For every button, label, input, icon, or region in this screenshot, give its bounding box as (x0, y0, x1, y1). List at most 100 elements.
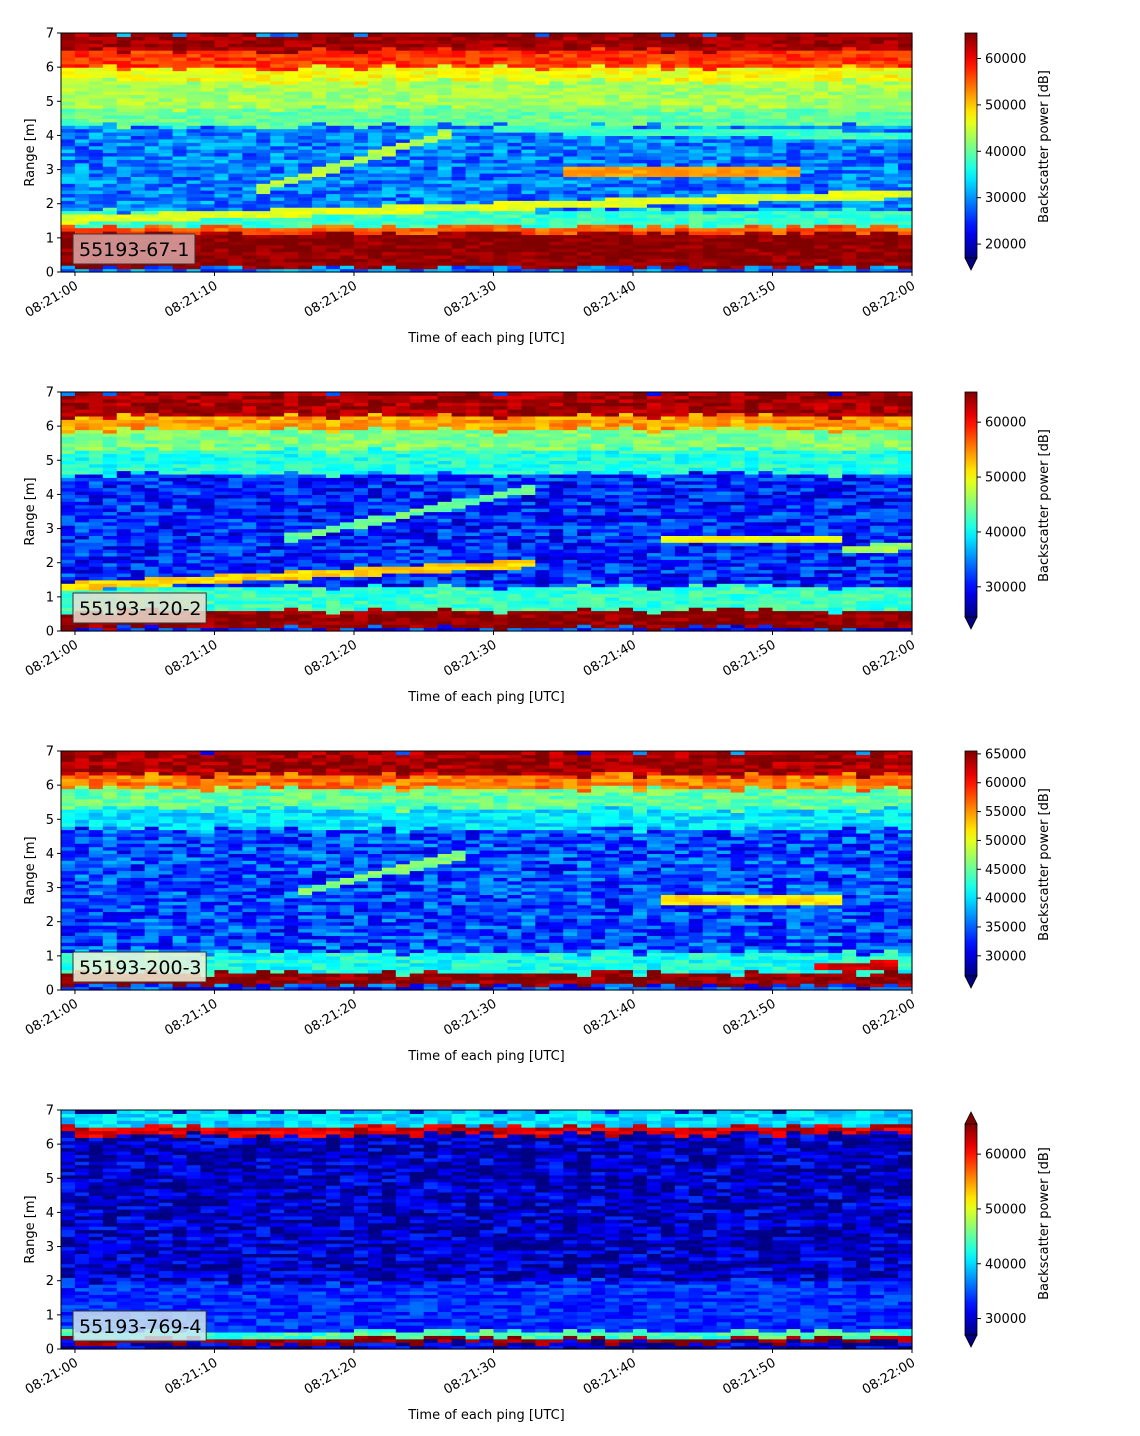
heat-cell (437, 97, 453, 102)
heat-cell (186, 586, 202, 591)
heat-cell (814, 207, 829, 212)
heat-cell (144, 487, 160, 492)
heat-cell (172, 487, 188, 492)
heat-cell (688, 145, 704, 150)
heat-cell (898, 70, 913, 75)
heat-cell (549, 234, 564, 239)
heat-cell (61, 610, 76, 615)
heat-cell (61, 494, 76, 499)
heat-cell (660, 237, 676, 242)
heat-cell (186, 101, 202, 106)
heat-cell (144, 196, 160, 201)
heat-cell (870, 36, 885, 41)
heat-cell (130, 121, 146, 126)
heat-cell (367, 196, 383, 201)
heat-cell (674, 132, 690, 137)
heat-cell (605, 145, 620, 150)
heat-cell (800, 60, 815, 65)
heat-cell (158, 91, 174, 96)
heat-cell (591, 91, 606, 96)
heat-cell (898, 94, 913, 99)
heat-cell (688, 138, 704, 143)
heat-cell (102, 508, 118, 513)
heat-cell (200, 248, 216, 253)
heat-cell (507, 220, 522, 225)
heat-cell (353, 227, 369, 232)
heat-cell (186, 176, 202, 181)
heat-cell (172, 552, 188, 557)
heat-cell (535, 251, 550, 256)
heat-cell (312, 169, 327, 174)
heat-cell (395, 135, 411, 140)
heat-cell (158, 224, 174, 229)
heat-cell (102, 409, 118, 414)
heat-cell (88, 491, 104, 496)
heat-cell (535, 135, 550, 140)
heat-cell (74, 220, 90, 225)
heat-cell (158, 155, 174, 160)
heat-cell (549, 179, 564, 184)
heat-cell (632, 213, 648, 218)
heat-cell (563, 261, 578, 266)
heat-cell (158, 624, 174, 629)
heat-cell (395, 190, 411, 195)
heat-cell (577, 132, 592, 137)
heat-cell (870, 87, 885, 92)
heat-cell (730, 207, 746, 212)
heat-cell (130, 94, 146, 99)
heat-cell (353, 80, 369, 85)
heat-cell (465, 224, 481, 229)
heat-cell (130, 583, 146, 588)
heat-cell (340, 77, 355, 82)
heat-cell (856, 268, 871, 273)
heat-cell (660, 121, 676, 126)
heat-cell (577, 63, 592, 68)
heat-cell (298, 104, 313, 109)
heat-cell (884, 213, 899, 218)
heat-cell (646, 132, 662, 137)
heat-cell (605, 104, 620, 109)
heat-cell (186, 36, 202, 41)
heat-cell (563, 166, 578, 171)
heat-cell (786, 176, 801, 181)
heat-cell (646, 261, 662, 266)
heat-cell (74, 162, 90, 167)
heat-cell (535, 84, 550, 89)
heat-cell (61, 46, 76, 51)
heat-cell (144, 121, 160, 126)
heat-cell (284, 142, 299, 147)
heat-cell (674, 193, 690, 198)
heat-cell (172, 538, 188, 543)
heat-cell (102, 265, 118, 270)
heat-cell (605, 43, 620, 48)
heat-cell (758, 261, 774, 266)
heat-cell (605, 210, 620, 215)
heat-cell (242, 60, 257, 65)
heat-cell (563, 36, 578, 41)
heat-cell (842, 56, 857, 61)
heat-cell (744, 80, 760, 85)
heat-cell (102, 50, 118, 55)
heat-cell (716, 193, 732, 198)
heat-cell (493, 261, 509, 266)
heat-cell (605, 67, 620, 72)
heat-cell (61, 231, 76, 236)
heat-cell (619, 111, 634, 116)
heat-cell (674, 67, 690, 72)
heat-cell (130, 108, 146, 113)
heat-cell (409, 186, 425, 191)
heat-cell (507, 265, 522, 270)
heat-cell (409, 80, 425, 85)
heat-cell (814, 56, 829, 61)
heat-cell (730, 241, 746, 246)
heat-cell (716, 91, 732, 96)
heat-cell (102, 480, 118, 485)
heat-cell (605, 169, 620, 174)
heat-cell (270, 43, 285, 48)
heat-cell (828, 104, 843, 109)
heat-cell (674, 53, 690, 58)
heat-cell (186, 494, 202, 499)
heat-cell (465, 162, 481, 167)
heat-cell (130, 213, 146, 218)
heat-cell (144, 398, 160, 403)
